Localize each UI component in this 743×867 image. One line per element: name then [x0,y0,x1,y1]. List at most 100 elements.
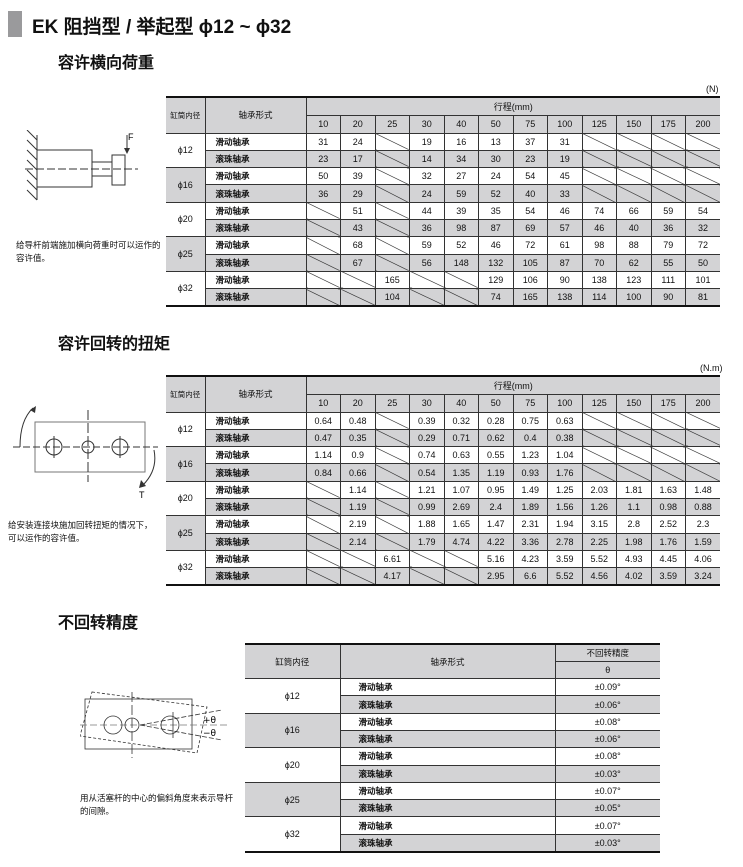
title-block [8,11,22,37]
header-stroke-value: 100 [547,114,583,134]
value-cell: 114 [581,288,617,307]
value-cell: 29 [340,184,376,203]
header-stroke-value: 150 [616,393,652,413]
value-cell: 46 [581,218,617,238]
bearing-type-cell: 滑动轴承 [204,236,307,255]
section-heading-lateral-load: 容许横向荷重 [58,53,155,72]
value-cell: 106 [512,270,548,290]
not-available-cell [650,184,686,203]
header-stroke-value: 40 [443,393,479,413]
table-row: ϕ12 滑动轴承 ±0.09° [245,678,660,714]
value-cell: 1.98 [616,532,652,551]
header-stroke-value: 10 [306,114,341,134]
value-cell: 0.47 [305,428,341,448]
table-row: ϕ32 滑动轴承 6.61 5.16 4.23 3.59 5.52 4.93 4.45 4.06 [166,549,720,586]
bearing-type-cell: 滚珠轴承 [205,428,307,448]
table-row: 滚珠轴承 ±0.03° [245,833,660,853]
accuracy-value-cell: ±0.07° [554,781,660,801]
value-cell: 1.63 [650,480,686,499]
accuracy-value-cell: ±0.03° [554,764,660,783]
value-cell: 1.1 [616,497,652,517]
value-cell: 33 [547,184,583,203]
value-cell: 1.23 [512,446,548,465]
bearing-type-cell: 滑动轴承 [204,411,307,430]
bore-cell: ϕ12 [166,132,206,169]
bearing-type-cell: 滚珠轴承 [339,799,556,818]
table-row: 滚珠轴承 43 36 98 87 69 57 46 40 36 32 [166,218,720,238]
value-cell: 46 [478,236,514,255]
value-cell: 54 [685,201,720,220]
bore-cell: ϕ32 [166,270,206,307]
bearing-type-cell: 滚珠轴承 [205,253,307,272]
value-cell: 101 [685,270,720,290]
value-cell: 0.4 [512,428,548,448]
not-available-cell [374,480,410,499]
value-cell: 31 [305,132,341,151]
value-cell: 0.64 [305,411,341,430]
value-cell: 35 [478,201,514,220]
value-cell: 2.4 [478,497,514,517]
accuracy-value-cell: ±0.05° [554,799,660,818]
bearing-type-cell: 滚珠轴承 [205,288,307,307]
header-stroke-value: 75 [512,393,548,413]
value-cell: 59 [650,201,686,220]
bore-cell: ϕ20 [166,201,206,238]
not-available-cell [685,463,720,482]
lateral-load-caption: 给导杆前端施加横向荷重时可以运作的容许值。 [16,241,161,264]
value-cell: 23 [512,149,548,169]
value-cell: 0.66 [340,463,376,482]
header-stroke-value: 30 [409,114,445,134]
bearing-type-cell: 滑动轴承 [204,515,307,534]
header-stroke-value: 200 [685,393,720,413]
value-cell: 1.76 [650,532,686,551]
value-cell: 0.95 [478,480,514,499]
not-available-cell [340,549,376,569]
bore-cell: ϕ20 [245,747,341,783]
table-row: 滚珠轴承 ±0.06° [245,729,660,749]
value-cell: 19 [409,132,445,151]
value-cell: 1.56 [547,497,583,517]
not-available-cell [616,167,652,186]
header-bearing: 轴承形式 [204,96,307,134]
not-available-cell [374,218,410,238]
value-cell: 31 [547,132,583,151]
not-available-cell [685,132,720,151]
value-cell: 0.74 [409,446,445,465]
not-available-cell [374,253,410,272]
value-cell: 1.47 [478,515,514,534]
value-cell: 39 [443,201,479,220]
value-cell: 59 [409,236,445,255]
value-cell: 2.25 [581,532,617,551]
torque-table: 缸筒内径 轴承形式 行程(mm) 10 20 25 30 40 50 75 100 125 150 175… [166,375,720,586]
not-available-cell [305,567,341,586]
value-cell: 4.02 [616,567,652,586]
unit-label: (N.m) [700,363,723,373]
value-cell: 0.84 [305,463,341,482]
value-cell: 72 [685,236,720,255]
value-cell: 3.59 [547,549,583,569]
header-stroke: 行程(mm) [305,375,720,395]
not-available-cell [374,149,410,169]
value-cell: 45 [547,167,583,186]
bearing-type-cell: 滑动轴承 [339,678,556,697]
bearing-type-cell: 滑动轴承 [204,132,307,151]
value-cell: 74 [478,288,514,307]
value-cell: 24 [478,167,514,186]
value-cell: 19 [547,149,583,169]
not-available-cell [685,167,720,186]
value-cell: 90 [650,288,686,307]
bearing-type-cell: 滚珠轴承 [205,567,307,586]
bearing-type-cell: 滚珠轴承 [205,532,307,551]
header-bearing: 轴承形式 [204,375,307,413]
value-cell: 87 [478,218,514,238]
value-cell: 62 [616,253,652,272]
value-cell: 68 [340,236,376,255]
bore-cell: ϕ20 [166,480,206,517]
section-heading-torque: 容许回转的扭矩 [58,334,171,353]
header-stroke-value: 20 [340,114,376,134]
value-cell: 6.6 [512,567,548,586]
value-cell: 2.3 [685,515,720,534]
header-theta: θ [554,660,660,680]
value-cell: 74 [581,201,617,220]
bore-cell: ϕ16 [245,712,341,749]
